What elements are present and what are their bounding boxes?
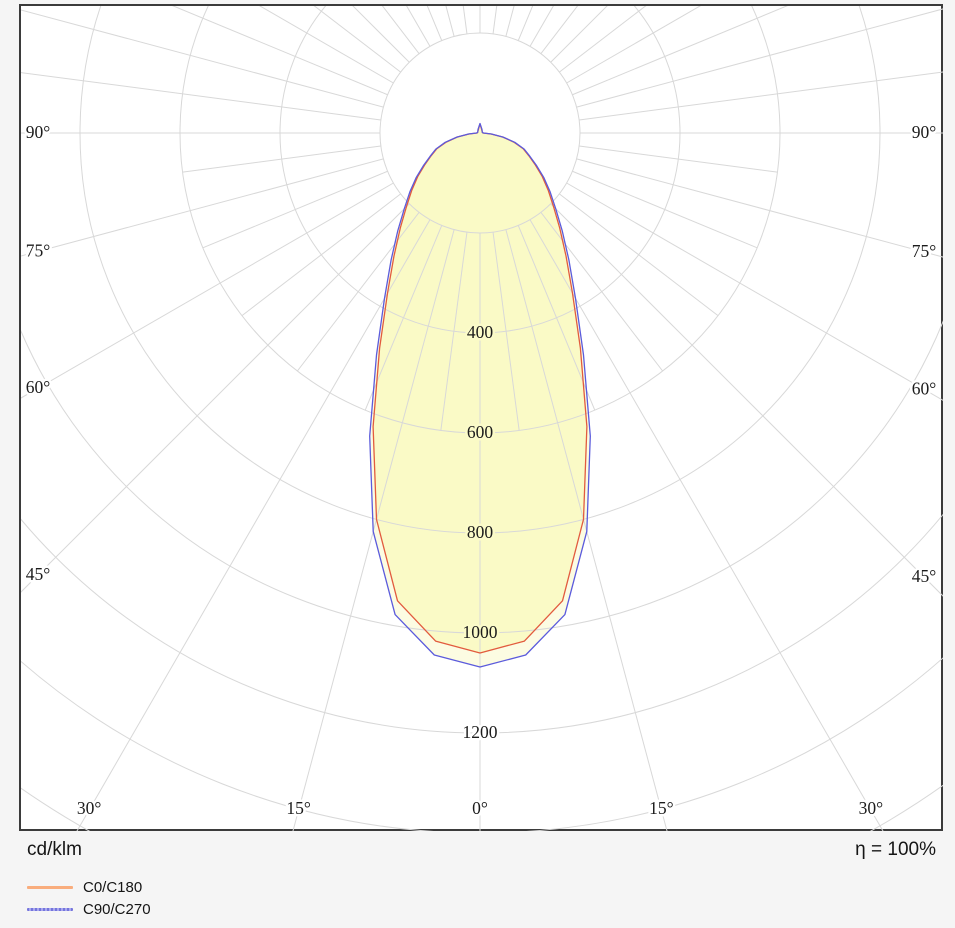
angle-label-bottom: 30° (77, 798, 102, 818)
angle-label-right: 75° (912, 241, 937, 261)
ring-label: 600 (467, 422, 494, 442)
ring-label: 800 (467, 522, 494, 542)
angle-label-left: 45° (26, 564, 51, 584)
angle-label-right: 60° (912, 378, 937, 398)
angle-label-bottom: 15° (649, 798, 674, 818)
units-label: cd/klm (27, 839, 82, 860)
legend-row-c90: C90/C270 (27, 898, 151, 920)
angle-label-bottom: 30° (859, 798, 884, 818)
footer-row: cd/klm η = 100% (0, 839, 955, 863)
ring-label: 1200 (463, 722, 498, 742)
angle-label-left: 60° (26, 377, 51, 397)
ring-label: 400 (467, 322, 494, 342)
beam-curve-c90-c270 (369, 122, 591, 668)
angle-label-bottom: 15° (286, 798, 311, 818)
angle-label-right: 45° (912, 566, 937, 586)
ring-label: 1000 (463, 622, 498, 642)
c0-c180-label: C0/C180 (83, 878, 143, 896)
angle-label-bottom: 0° (472, 798, 488, 818)
efficiency-label: η = 100% (855, 839, 936, 860)
legend: C0/C180 C90/C270 (27, 876, 151, 920)
angle-label-left: 90° (26, 122, 51, 142)
c0-c180-line-swatch (27, 885, 73, 889)
angle-label-left: 75° (26, 240, 51, 260)
angle-label-right: 90° (912, 122, 937, 142)
c90-c270-line-swatch (27, 907, 73, 911)
legend-row-c0: C0/C180 (27, 876, 151, 898)
c90-c270-label: C90/C270 (83, 900, 151, 918)
